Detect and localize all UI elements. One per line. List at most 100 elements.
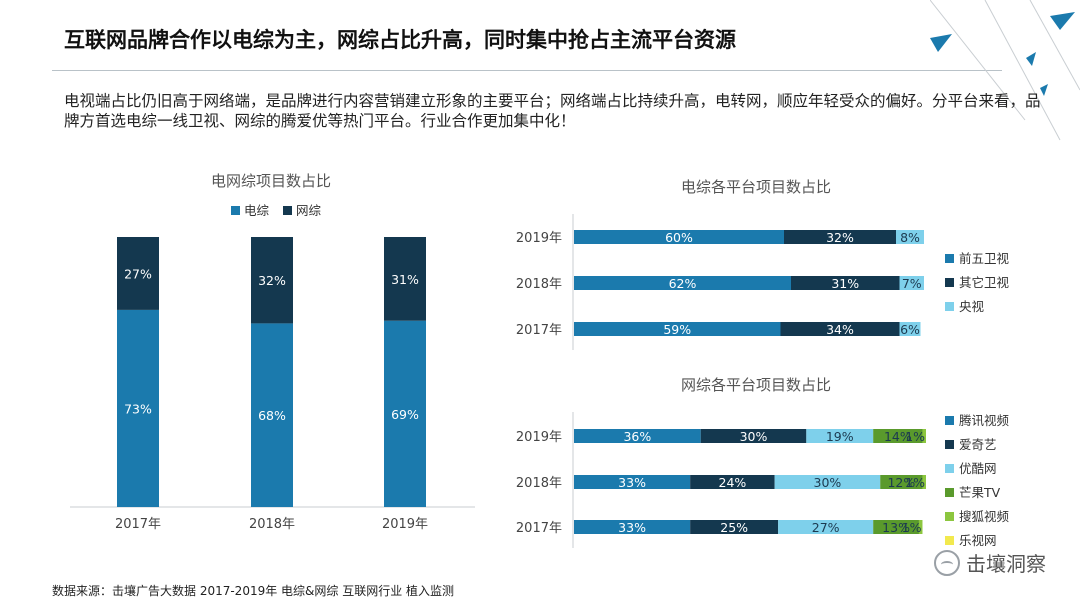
- chart1-tick-1: 2018年: [249, 517, 295, 532]
- chart3-data-label-1-3: 12%: [887, 475, 915, 490]
- chart3-legend-swatch-0: [945, 416, 954, 425]
- chart2-tick-0: 2019年: [516, 231, 562, 246]
- chart3-bar-0-2: [806, 429, 874, 443]
- title-divider: [52, 70, 1002, 71]
- chart2-data-label-2-1: 34%: [826, 322, 854, 337]
- chart1-tick-0: 2017年: [115, 517, 161, 532]
- chart3-legend-label-1: 爱奇艺: [959, 437, 997, 452]
- chart2-data-label-2-0: 59%: [663, 322, 691, 337]
- data-source-note: 数据来源：击壤广告大数据 2017-2019年 电综&网综 互联网行业 植入监测: [52, 584, 455, 598]
- chart1-data-label-0-1: 27%: [124, 266, 152, 281]
- chart3-data-label-2-4: 1%: [902, 520, 922, 535]
- chart3-bar-1-4: [922, 475, 926, 489]
- chart1-bar-1-1: [251, 237, 293, 324]
- chart3-data-label-1-1: 24%: [719, 475, 747, 490]
- chart2-data-label-0-2: 8%: [900, 230, 920, 245]
- chart3-legend-swatch-4: [945, 512, 954, 521]
- chart3-data-label-1-2: 30%: [814, 475, 842, 490]
- chart3-legend-label-0: 腾讯视频: [959, 413, 1010, 428]
- chart3-title: 网综各平台项目数占比: [681, 376, 831, 394]
- page-title: 互联网品牌合作以电综为主，网综占比升高，同时集中抢占主流平台资源: [64, 28, 736, 52]
- chart1-bar-1-0: [251, 323, 293, 507]
- chart2-bar-2-2: [899, 322, 921, 336]
- chart1-data-label-0-0: 73%: [124, 401, 152, 416]
- chart3-legend-swatch-2: [945, 464, 954, 473]
- chart3-data-label-2-0: 33%: [618, 520, 646, 535]
- chart3-bar-0-0: [574, 429, 701, 443]
- chart1-legend-swatch-0: [231, 206, 240, 215]
- chart3-bar-2-3: [873, 520, 919, 534]
- chart3-data-label-1-0: 33%: [618, 475, 646, 490]
- chart2-bar-2-0: [574, 322, 781, 336]
- chart1-bar-2-1: [384, 237, 426, 321]
- chart2-legend-swatch-2: [945, 302, 954, 311]
- chart2-data-label-1-2: 7%: [902, 276, 922, 291]
- chart2-legend-label-1: 其它卫视: [959, 275, 1010, 290]
- chart3-bar-1-0: [574, 475, 691, 489]
- chart2-tick-2: 2017年: [516, 323, 562, 338]
- chart1-bar-0-1: [117, 237, 159, 310]
- chart2-legend-label-2: 央视: [959, 299, 985, 314]
- chart3-legend-swatch-5: [945, 536, 954, 545]
- chart2-bar-1-2: [899, 276, 924, 290]
- chart3-data-label-2-1: 25%: [720, 520, 748, 535]
- corner-decoration: [930, 0, 1080, 141]
- chart3-data-label-0-3: 14%: [884, 429, 912, 444]
- chart3-bar-1-2: [774, 475, 881, 489]
- chart3-data-label-1-4: 1%: [905, 475, 925, 490]
- chart3-legend-label-5: 乐视网: [959, 533, 997, 548]
- chart1-bar-2-0: [384, 320, 426, 507]
- chart2-bar-2-1: [780, 322, 900, 336]
- chart3-bar-2-0: [574, 520, 691, 534]
- chart2-bar-0-1: [784, 230, 896, 244]
- chart2-bar-0-0: [574, 230, 784, 244]
- chart3-tick-1: 2018年: [516, 476, 562, 491]
- chart2-tick-1: 2018年: [516, 277, 562, 292]
- chart3-bar-0-3: [873, 429, 923, 443]
- chart3-bar-2-4: [918, 520, 923, 534]
- wechat-icon: [934, 549, 960, 576]
- chart2-legend-swatch-1: [945, 278, 954, 287]
- chart3-data-label-0-2: 19%: [826, 429, 854, 444]
- chart1-data-label-1-0: 68%: [258, 408, 286, 423]
- chart1-title: 电网综项目数占比: [211, 172, 331, 190]
- chart3-bar-1-1: [690, 475, 775, 489]
- chart2-bar-1-0: [574, 276, 791, 290]
- chart1-legend-label-0: 电综: [244, 203, 270, 218]
- chart2-data-label-2-2: 6%: [900, 322, 920, 337]
- chart1-data-label-2-1: 31%: [391, 272, 419, 287]
- chart-right-platforms: 电综各平台项目数占比 2019年 60% 32% 8% 2018年 62% 31% 7% 2017…: [516, 178, 1010, 548]
- chart3-bar-2-1: [690, 520, 779, 534]
- chart3-tick-0: 2019年: [516, 430, 562, 445]
- chart3-legend-swatch-1: [945, 440, 954, 449]
- chart3-legend-label-2: 优酷网: [959, 461, 997, 476]
- chart1-bar-0-0: [117, 309, 159, 507]
- chart2-data-label-1-1: 31%: [831, 276, 859, 291]
- chart3-bar-0-4: [922, 429, 926, 443]
- chart1-legend-label-1: 网综: [296, 203, 322, 218]
- chart3-bar-2-2: [778, 520, 874, 534]
- chart3-legend-label-3: 芒果TV: [959, 485, 1001, 500]
- page-subtitle: 电视端占比仍旧高于网络端，是品牌进行内容营销建立形象的主要平台；网络端占比持续升…: [64, 92, 1041, 130]
- chart3-data-label-2-3: 13%: [882, 520, 910, 535]
- chart3-data-label-0-1: 30%: [740, 429, 768, 444]
- chart1-data-label-2-0: 69%: [391, 407, 419, 422]
- chart2-bar-0-2: [896, 230, 924, 244]
- chart2-data-label-1-0: 62%: [669, 276, 697, 291]
- chart3-data-label-0-4: 1%: [905, 429, 925, 444]
- chart2-data-label-0-1: 32%: [826, 230, 854, 245]
- chart2-title: 电综各平台项目数占比: [681, 178, 831, 196]
- chart3-bar-0-1: [700, 429, 807, 443]
- chart3-legend-swatch-3: [945, 488, 954, 497]
- chart1-data-label-1-1: 32%: [258, 273, 286, 288]
- chart2-legend-label-0: 前五卫视: [959, 251, 1010, 266]
- chart3-bar-1-3: [880, 475, 923, 489]
- chart2-legend-swatch-0: [945, 254, 954, 263]
- chart1-tick-2: 2019年: [382, 517, 428, 532]
- chart3-tick-2: 2017年: [516, 521, 562, 536]
- brand-name: 击壤洞察: [966, 552, 1046, 576]
- chart3-data-label-0-0: 36%: [623, 429, 651, 444]
- chart3-data-label-2-2: 27%: [812, 520, 840, 535]
- chart3-legend-label-4: 搜狐视频: [959, 509, 1010, 524]
